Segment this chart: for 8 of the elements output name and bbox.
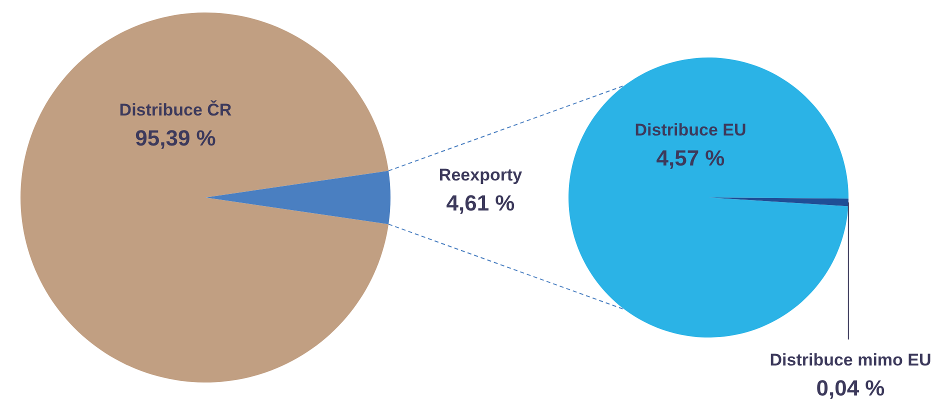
- data-label: 0,04 %: [816, 376, 885, 400]
- slice-label: Distribuce ČR: [119, 100, 232, 120]
- data-label: 95,39 %: [135, 126, 216, 150]
- data-label: 4,57 %: [656, 146, 725, 170]
- slice-label: Reexporty: [438, 166, 523, 184]
- slice-label: Distribuce EU: [634, 120, 746, 140]
- data-label: 4,61 %: [446, 190, 515, 216]
- slice-label: Distribuce mimo EU: [770, 350, 932, 370]
